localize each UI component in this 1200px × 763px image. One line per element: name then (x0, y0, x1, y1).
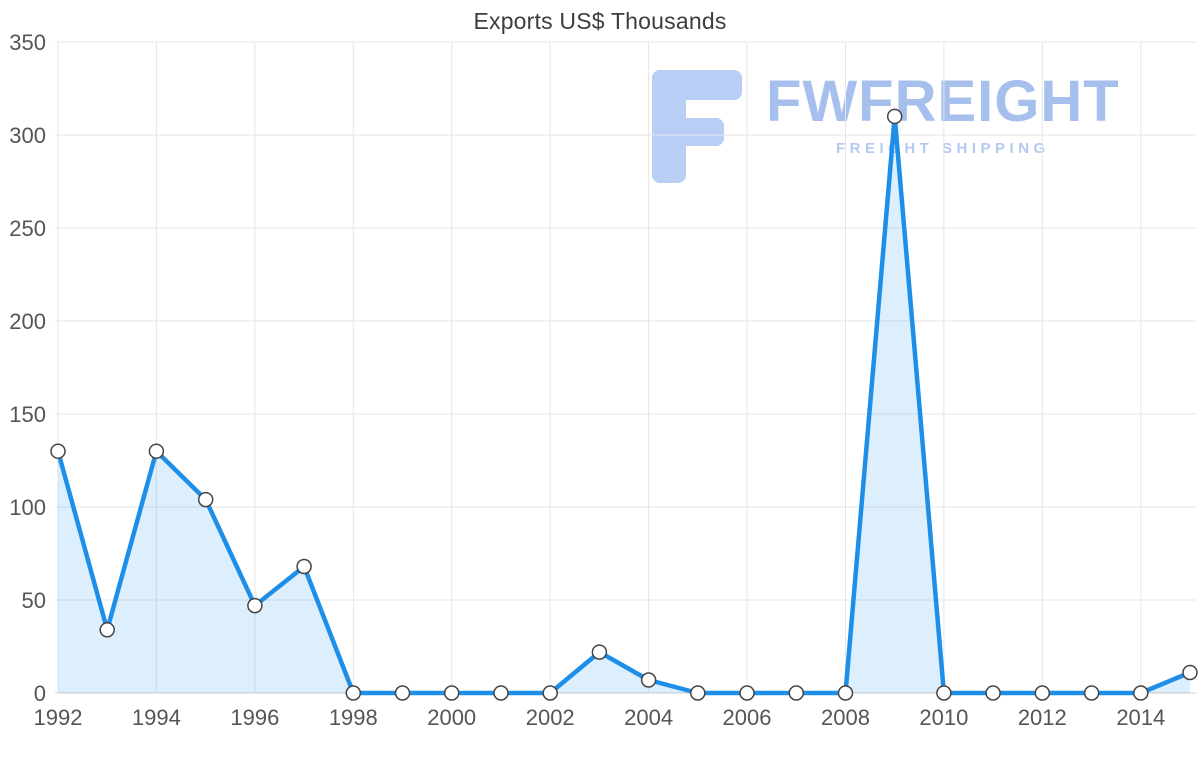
data-point[interactable] (50, 443, 66, 459)
x-axis-tick-label: 2012 (1018, 705, 1067, 730)
watermark-text: FWFREIGHT FREIGHT SHIPPING (766, 70, 1120, 157)
data-point[interactable] (1083, 685, 1100, 701)
x-axis-tick-label: 2006 (723, 705, 772, 730)
x-axis-tick-label: 1992 (34, 705, 83, 730)
x-axis-tick-label: 2004 (624, 705, 673, 730)
data-point[interactable] (837, 685, 854, 701)
data-point[interactable] (345, 685, 362, 701)
data-point[interactable] (739, 685, 755, 701)
data-point[interactable] (99, 622, 115, 638)
y-axis-tick-label: 50 (22, 588, 46, 613)
x-axis-tick-label: 1998 (329, 705, 378, 730)
data-point[interactable] (443, 685, 460, 701)
chart-title: Exports US$ Thousands (473, 8, 727, 34)
data-point[interactable] (296, 558, 312, 575)
data-point[interactable] (591, 644, 608, 660)
data-point[interactable] (1182, 664, 1198, 681)
y-axis-tick-label: 350 (9, 30, 46, 55)
y-axis: 0 50 100 150 200 250 300 350 (9, 30, 46, 706)
x-axis: 1992 1994 1996 1998 2000 2002 2004 2006 2008 2010… (34, 705, 1166, 730)
data-point[interactable] (690, 685, 706, 701)
x-axis-tick-label: 2008 (821, 705, 870, 730)
data-point[interactable] (886, 108, 903, 125)
series-area-fill (58, 116, 1190, 693)
series-line (55, 114, 1193, 696)
data-point[interactable] (493, 685, 509, 701)
data-point[interactable] (542, 685, 558, 701)
watermark-title: FWFREIGHT (766, 69, 1120, 134)
data-point[interactable] (197, 491, 214, 508)
watermark: FWFREIGHT FREIGHT SHIPPING (652, 70, 1120, 183)
y-axis-tick-label: 250 (9, 216, 46, 241)
data-point[interactable] (1034, 685, 1051, 701)
y-axis-tick-label: 0 (34, 681, 46, 706)
watermark-subtitle: FREIGHT SHIPPING (836, 139, 1050, 157)
y-axis-tick-label: 150 (9, 402, 46, 427)
data-point[interactable] (1133, 685, 1149, 701)
data-point[interactable] (394, 685, 411, 701)
x-axis-tick-label: 2014 (1116, 705, 1165, 730)
data-point[interactable] (247, 597, 263, 614)
data-point[interactable] (788, 685, 805, 701)
data-points (50, 108, 1198, 701)
x-axis-tick-label: 1994 (132, 705, 181, 730)
data-point[interactable] (148, 443, 165, 459)
y-axis-tick-label: 300 (9, 123, 46, 148)
freight-logo-icon (652, 70, 742, 183)
gridlines (55, 41, 1196, 694)
y-axis-tick-label: 200 (9, 309, 46, 334)
x-axis-tick-label: 2000 (427, 705, 476, 730)
data-point[interactable] (936, 685, 952, 701)
x-axis-tick-label: 1996 (230, 705, 279, 730)
data-point[interactable] (640, 672, 657, 688)
x-axis-tick-label: 2002 (526, 705, 575, 730)
x-axis-tick-label: 2010 (919, 705, 968, 730)
data-point[interactable] (985, 685, 1001, 701)
y-axis-tick-label: 100 (9, 495, 46, 520)
